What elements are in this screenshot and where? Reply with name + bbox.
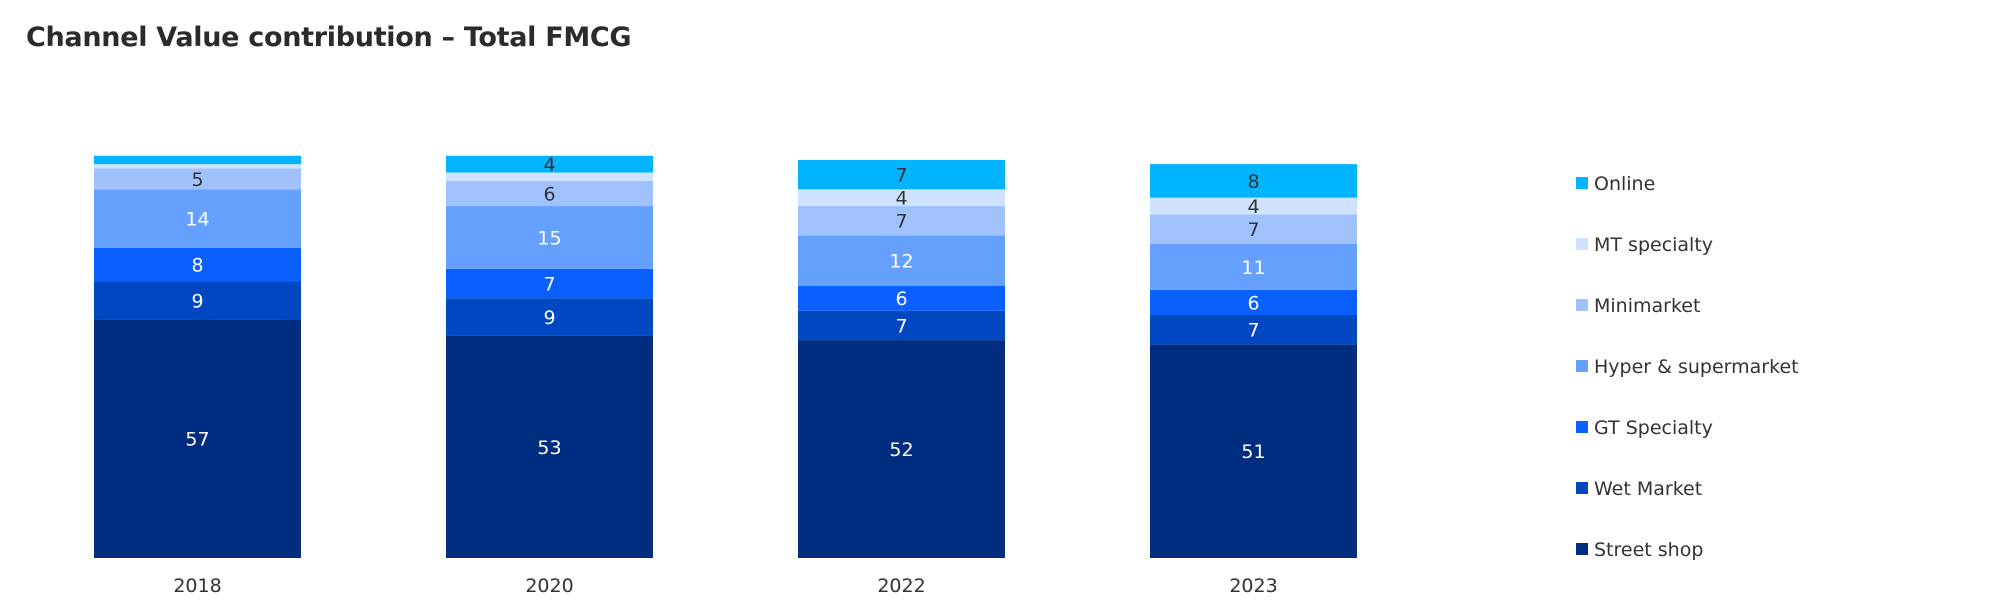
legend-item-minimarket: Minimarket	[1576, 295, 1700, 317]
bar-segment-minimarket-2022	[798, 206, 1005, 236]
data-label: 5	[191, 169, 203, 191]
data-label: 51	[1241, 441, 1265, 463]
legend-swatch	[1576, 177, 1588, 189]
data-label: 7	[1247, 320, 1259, 342]
bar-segment-minimarket-2023	[1150, 214, 1357, 244]
bar-segment-street-shop-2020	[446, 335, 653, 558]
legend-label: Street shop	[1594, 539, 1703, 561]
category-label-2018: 2018	[173, 575, 221, 597]
legend-item-street-shop: Street shop	[1576, 539, 1703, 561]
data-label: 8	[1247, 171, 1259, 193]
data-label: 6	[1247, 292, 1259, 314]
data-label: 8	[191, 255, 203, 277]
bar-segment-mt-specialty-2020	[446, 172, 653, 181]
data-label: 9	[543, 307, 555, 329]
data-label: 53	[537, 437, 561, 459]
legend-item-hyper-supermarket: Hyper & supermarket	[1576, 356, 1799, 378]
data-label: 6	[895, 288, 907, 310]
bar-segment-online-2018	[94, 155, 301, 165]
bar-segment-minimarket-2018	[94, 168, 301, 190]
data-label: 4	[1247, 196, 1259, 218]
legend-swatch	[1576, 299, 1588, 311]
data-label: 6	[543, 183, 555, 205]
data-label: 9	[191, 290, 203, 312]
legend-label: Minimarket	[1594, 295, 1700, 317]
bar-segment-mt-specialty-2023	[1150, 197, 1357, 215]
bar-segment-wet-market-2018	[94, 281, 301, 320]
bar-segment-gt-specialty-2018	[94, 247, 301, 282]
bar-segment-gt-specialty-2022	[798, 285, 1005, 311]
bar-segment-online-2020	[446, 155, 653, 173]
category-label-2023: 2023	[1229, 575, 1277, 597]
data-label: 7	[543, 274, 555, 296]
bar-segment-hyper-supermarket-2022	[798, 235, 1005, 286]
legend-label: Wet Market	[1594, 478, 1702, 500]
legend-item-wet-market: Wet Market	[1576, 478, 1702, 500]
data-label: 7	[895, 211, 907, 233]
data-label: 12	[889, 251, 913, 273]
legend-swatch	[1576, 421, 1588, 433]
data-label: 7	[895, 165, 907, 187]
bar-segment-gt-specialty-2020	[446, 268, 653, 299]
legend-label: GT Specialty	[1594, 417, 1713, 439]
legend-item-mt-specialty: MT specialty	[1576, 234, 1713, 256]
bar-segment-wet-market-2020	[446, 298, 653, 336]
data-label: 4	[543, 154, 555, 176]
data-label: 4	[895, 188, 907, 210]
category-label-2022: 2022	[877, 575, 925, 597]
bar-segment-street-shop-2018	[94, 319, 301, 558]
chart-title: Channel Value contribution – Total FMCG	[26, 22, 632, 53]
bar-segment-mt-specialty-2018	[94, 164, 301, 169]
legend-label: Online	[1594, 173, 1655, 195]
bar-segment-street-shop-2022	[798, 340, 1005, 558]
bar-segment-minimarket-2020	[446, 180, 653, 207]
bar-segment-hyper-supermarket-2018	[94, 189, 301, 248]
legend-swatch	[1576, 360, 1588, 372]
category-label-2020: 2020	[525, 575, 573, 597]
data-label: 15	[537, 227, 561, 249]
category-axis-labels: 2018 2020 2022 2023	[173, 575, 1277, 597]
data-label: 14	[185, 209, 209, 231]
data-label: 57	[185, 429, 209, 451]
bar-segment-mt-specialty-2022	[798, 189, 1005, 207]
legend-item-online: Online	[1576, 173, 1655, 195]
bar-segment-hyper-supermarket-2023	[1150, 243, 1357, 290]
data-label: 7	[895, 315, 907, 337]
bar-segment-gt-specialty-2023	[1150, 289, 1357, 315]
legend-swatch	[1576, 482, 1588, 494]
data-label: 11	[1241, 257, 1265, 279]
data-label: 52	[889, 439, 913, 461]
legend-swatch	[1576, 543, 1588, 555]
legend-label: Hyper & supermarket	[1594, 356, 1799, 378]
bar-segment-street-shop-2023	[1150, 344, 1357, 558]
bar-segment-wet-market-2022	[798, 310, 1005, 341]
bar-segment-wet-market-2023	[1150, 314, 1357, 345]
legend-item-gt-specialty: GT Specialty	[1576, 417, 1713, 439]
bar-segment-online-2022	[798, 159, 1005, 190]
legend: Online MT specialty Minimarket Hyper & supe…	[1576, 173, 1799, 561]
bar-segment-hyper-supermarket-2020	[446, 206, 653, 269]
data-label: 7	[1247, 219, 1259, 241]
bar-segment-online-2023	[1150, 164, 1357, 198]
legend-label: MT specialty	[1594, 234, 1713, 256]
legend-swatch	[1576, 238, 1588, 250]
